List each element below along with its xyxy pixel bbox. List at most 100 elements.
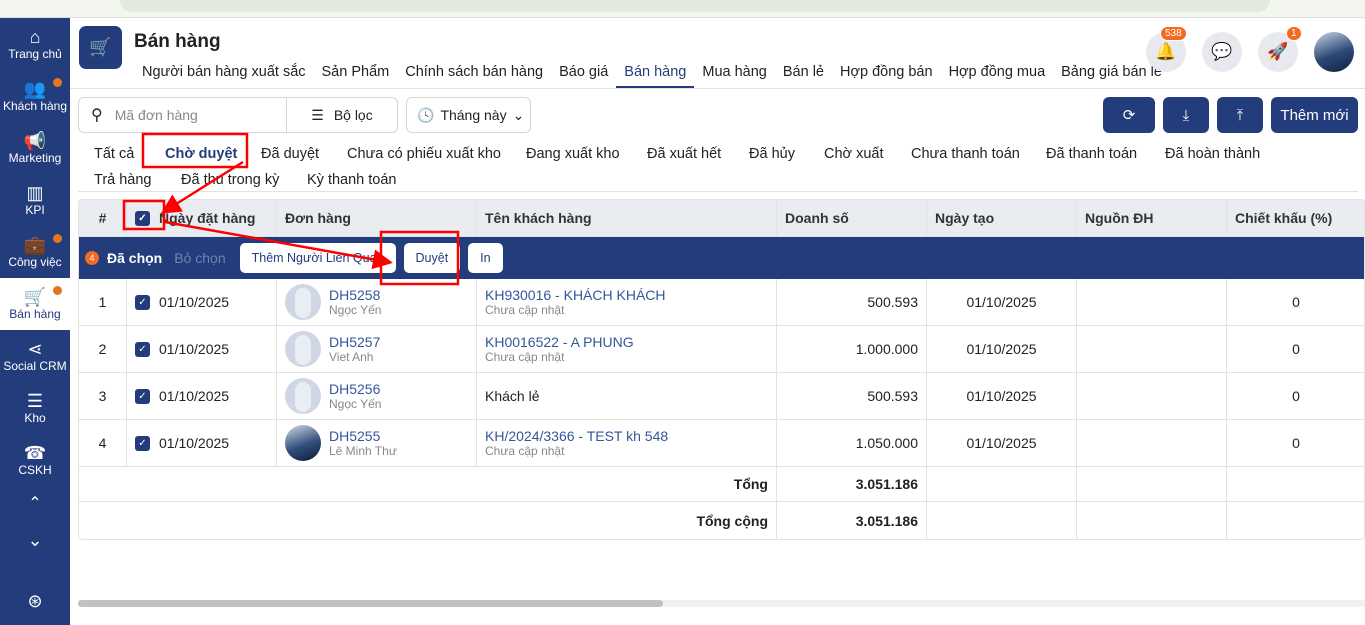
nav-4[interactable]: Bán hàng xyxy=(616,58,695,88)
source-cell xyxy=(1077,326,1227,372)
period-select[interactable]: 🕓 Tháng này ⌄ xyxy=(406,97,531,133)
rocket-button[interactable]: 🚀 1 xyxy=(1258,26,1302,72)
tab-5[interactable]: Đã xuất hết xyxy=(647,146,722,162)
chat-button[interactable]: 💬 xyxy=(1202,32,1242,72)
phone-icon: ☎ xyxy=(23,443,47,463)
sidebar-item-label: Khách hàng xyxy=(2,99,68,113)
tab-3[interactable]: Chưa có phiếu xuất kho xyxy=(347,146,501,162)
created-date: 01/10/2025 xyxy=(966,388,1037,404)
sidebar-item-kpi[interactable]: ▥ KPI xyxy=(0,174,70,226)
horizontal-scrollbar[interactable] xyxy=(78,600,1365,607)
revenue: 1.050.000 xyxy=(855,435,918,451)
nav-6[interactable]: Bán lẻ xyxy=(782,64,824,80)
order-link[interactable]: DH5257 xyxy=(329,334,381,350)
row-checkbox[interactable]: ✓ xyxy=(135,435,150,451)
sidebar-item-trang-chủ[interactable]: ⌂ Trang chủ xyxy=(0,18,70,70)
sidebar-item-label: CSKH xyxy=(18,463,52,477)
order-info: DH5258 Ngọc Yến xyxy=(329,287,381,317)
row-checkbox[interactable]: ✓ xyxy=(135,388,150,404)
tab-2[interactable]: Đã duyệt xyxy=(261,146,320,162)
tab-4[interactable]: Đang xuất kho xyxy=(526,146,620,162)
tab-7[interactable]: Chờ xuất xyxy=(824,146,884,162)
revenue: 500.593 xyxy=(867,388,918,404)
customer-link[interactable]: KH/2024/3366 - TEST kh 548 xyxy=(485,428,669,444)
customer-link[interactable]: KH0016522 - A PHUNG xyxy=(485,334,634,350)
revenue: 500.593 xyxy=(867,294,918,310)
tab-9[interactable]: Đã thanh toán xyxy=(1046,146,1138,162)
discount-cell: 0 xyxy=(1227,420,1364,466)
row-number: 3 xyxy=(79,373,127,419)
approve-button[interactable]: Duyệt xyxy=(403,243,461,273)
upload-button[interactable]: ⤒ xyxy=(1217,97,1263,133)
notification-button[interactable]: 🔔 538 xyxy=(1146,26,1187,72)
order-link[interactable]: DH5255 xyxy=(329,428,381,444)
table-header: # ✓ Ngày đặt hàng Đơn hàng Tên khách hàng Doa… xyxy=(79,200,1364,237)
row-number-text: 2 xyxy=(98,341,107,357)
nav-1[interactable]: Sản Phẩm xyxy=(321,64,390,80)
tab-6[interactable]: Đã hủy xyxy=(749,146,795,162)
add-related-person-button[interactable]: Thêm Người Liên Quan xyxy=(239,243,396,273)
source-cell xyxy=(1077,279,1227,325)
sidebar-scroll-up[interactable]: ⌃ xyxy=(0,486,70,522)
sidebar-item-social-crm[interactable]: ⋖ Social CRM xyxy=(0,330,70,382)
tab-11[interactable]: Trả hàng xyxy=(94,172,152,188)
order-cell: DH5257 Viet Anh xyxy=(277,326,477,372)
sidebar-item-label: Trang chủ xyxy=(8,47,62,61)
order-date-cell: ✓ 01/10/2025 xyxy=(127,279,277,325)
tab-1[interactable]: Chờ duyệt xyxy=(165,146,238,162)
help-button[interactable]: ⊛ xyxy=(0,583,70,619)
column-header: Đơn hàng xyxy=(277,200,477,236)
tab-12[interactable]: Đã thu trong kỳ xyxy=(181,172,280,188)
sidebar-item-công-việc[interactable]: 💼 Công việc xyxy=(0,226,70,278)
row-checkbox[interactable]: ✓ xyxy=(135,341,150,357)
order-cell: DH5255 Lê Minh Thư xyxy=(277,420,477,466)
scrollbar-thumb[interactable] xyxy=(78,600,663,607)
refresh-button[interactable]: ⟳ xyxy=(1103,97,1155,133)
add-new-button[interactable]: Thêm mới xyxy=(1271,97,1358,133)
created-date-cell: 01/10/2025 xyxy=(927,279,1077,325)
nav-5[interactable]: Mua hàng xyxy=(702,64,767,80)
avatar[interactable] xyxy=(1314,32,1354,72)
revenue: 1.000.000 xyxy=(855,341,918,357)
select-all-checkbox[interactable]: ✓ xyxy=(135,210,150,226)
nav-2[interactable]: Chính sách bán hàng xyxy=(405,64,544,80)
customer-link[interactable]: KH930016 - KHÁCH KHÁCH xyxy=(485,287,666,303)
address-bar[interactable] xyxy=(120,0,1270,12)
notification-dot xyxy=(53,234,62,243)
seller-avatar xyxy=(285,331,321,367)
download-button[interactable]: ⤓ xyxy=(1163,97,1209,133)
nav-9[interactable]: Bảng giá bán lẻ xyxy=(1061,64,1162,80)
seller-name: Lê Minh Thư xyxy=(329,444,397,458)
order-info: DH5256 Ngọc Yến xyxy=(329,381,381,411)
order-date-cell: ✓ 01/10/2025 xyxy=(127,326,277,372)
sidebar-item-marketing[interactable]: 📢 Marketing xyxy=(0,122,70,174)
column-header: # xyxy=(79,200,127,236)
tab-10[interactable]: Đã hoàn thành xyxy=(1165,146,1261,162)
row-checkbox[interactable]: ✓ xyxy=(135,294,150,310)
order-link[interactable]: DH5256 xyxy=(329,381,381,397)
filter-button[interactable]: ☰ Bộ lọc xyxy=(287,98,397,132)
nav-7[interactable]: Hợp đồng bán xyxy=(840,64,933,80)
nav-8[interactable]: Hợp đồng mua xyxy=(948,64,1046,80)
row-number-text: 3 xyxy=(98,388,107,404)
created-date: 01/10/2025 xyxy=(966,435,1037,451)
sidebar-item-cskh[interactable]: ☎ CSKH xyxy=(0,434,70,486)
sidebar-item-kho[interactable]: ☰ Kho xyxy=(0,382,70,434)
sidebar: ⌂ Trang chủ 👥 Khách hàng 📢 Marketing ▥ KPI 💼 Công… xyxy=(0,18,70,625)
clock-icon: 🕓 xyxy=(417,106,435,123)
customer-link[interactable]: Khách lẻ xyxy=(485,388,540,404)
sidebar-item-khách-hàng[interactable]: 👥 Khách hàng xyxy=(0,70,70,122)
tab-8[interactable]: Chưa thanh toán xyxy=(911,146,1020,162)
sidebar-item-label: Marketing xyxy=(8,151,62,165)
tab-0[interactable]: Tất cả xyxy=(94,146,135,162)
print-button[interactable]: In xyxy=(468,243,503,273)
nav-3[interactable]: Báo giá xyxy=(559,64,609,80)
tab-13[interactable]: Kỳ thanh toán xyxy=(307,172,397,188)
sidebar-item-bán-hàng[interactable]: 🛒 Bán hàng xyxy=(0,278,70,330)
search-input[interactable]: ⚲ Mã đơn hàng xyxy=(79,98,287,132)
customer-cell: Khách lẻ xyxy=(477,373,777,419)
sidebar-scroll-down[interactable]: ⌄ xyxy=(0,522,70,558)
order-link[interactable]: DH5258 xyxy=(329,287,381,303)
nav-0[interactable]: Người bán hàng xuất sắc xyxy=(142,64,306,80)
deselect-button[interactable]: Bỏ chọn xyxy=(174,250,226,266)
